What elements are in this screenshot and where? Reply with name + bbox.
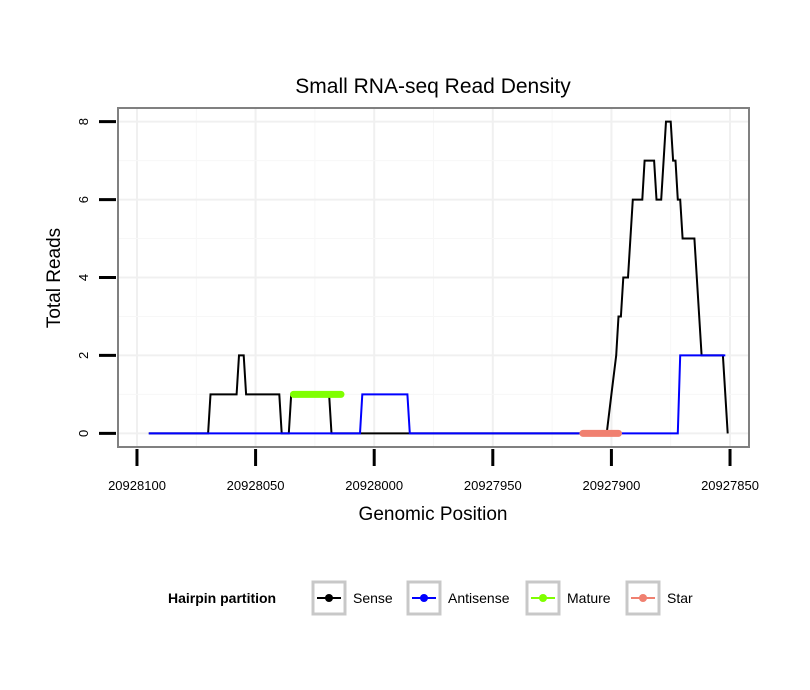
legend: Hairpin partition Sense Antisense Mature St… bbox=[168, 580, 693, 616]
y-axis-title: Total Reads bbox=[44, 228, 65, 328]
legend-label: Star bbox=[667, 590, 693, 606]
x-axis-title: Genomic Position bbox=[359, 504, 508, 525]
legend-key-dot bbox=[539, 594, 547, 602]
grid-lines bbox=[118, 108, 749, 447]
y-tick-label: 8 bbox=[76, 118, 91, 125]
series-line-antisense bbox=[148, 354, 726, 435]
y-tick-label: 6 bbox=[76, 196, 91, 203]
x-tick-label: 20927950 bbox=[464, 478, 522, 493]
x-tick-label: 20928100 bbox=[108, 478, 166, 493]
y-tick-label: 0 bbox=[76, 430, 91, 437]
legend-entry-mature: Mature bbox=[525, 580, 611, 616]
x-tick-label: 20927850 bbox=[701, 478, 759, 493]
legend-label: Antisense bbox=[448, 590, 510, 606]
x-tick-label: 20928000 bbox=[345, 478, 403, 493]
y-tick-label: 4 bbox=[76, 274, 91, 281]
legend-label: Sense bbox=[353, 590, 393, 606]
x-tick-label: 20928050 bbox=[227, 478, 285, 493]
series-lines bbox=[148, 120, 729, 437]
y-tick-label: 2 bbox=[76, 352, 91, 359]
series-line-sense bbox=[148, 120, 729, 435]
plot-panel-border bbox=[117, 107, 750, 448]
legend-label: Mature bbox=[567, 590, 611, 606]
x-tick-label: 20927900 bbox=[582, 478, 640, 493]
chart-title: Small RNA-seq Read Density bbox=[295, 75, 571, 98]
legend-entry-sense: Sense bbox=[311, 580, 393, 616]
legend-entry-star: Star bbox=[625, 580, 693, 616]
legend-title: Hairpin partition bbox=[168, 590, 276, 606]
legend-key-dot bbox=[325, 594, 333, 602]
x-axis: 20928100 20928050 20928000 20927950 20927900… bbox=[108, 449, 759, 493]
legend-key-dot bbox=[420, 594, 428, 602]
legend-entry-antisense: Antisense bbox=[406, 580, 510, 616]
legend-key-dot bbox=[639, 594, 647, 602]
y-axis: 0 2 4 6 8 bbox=[76, 118, 116, 437]
